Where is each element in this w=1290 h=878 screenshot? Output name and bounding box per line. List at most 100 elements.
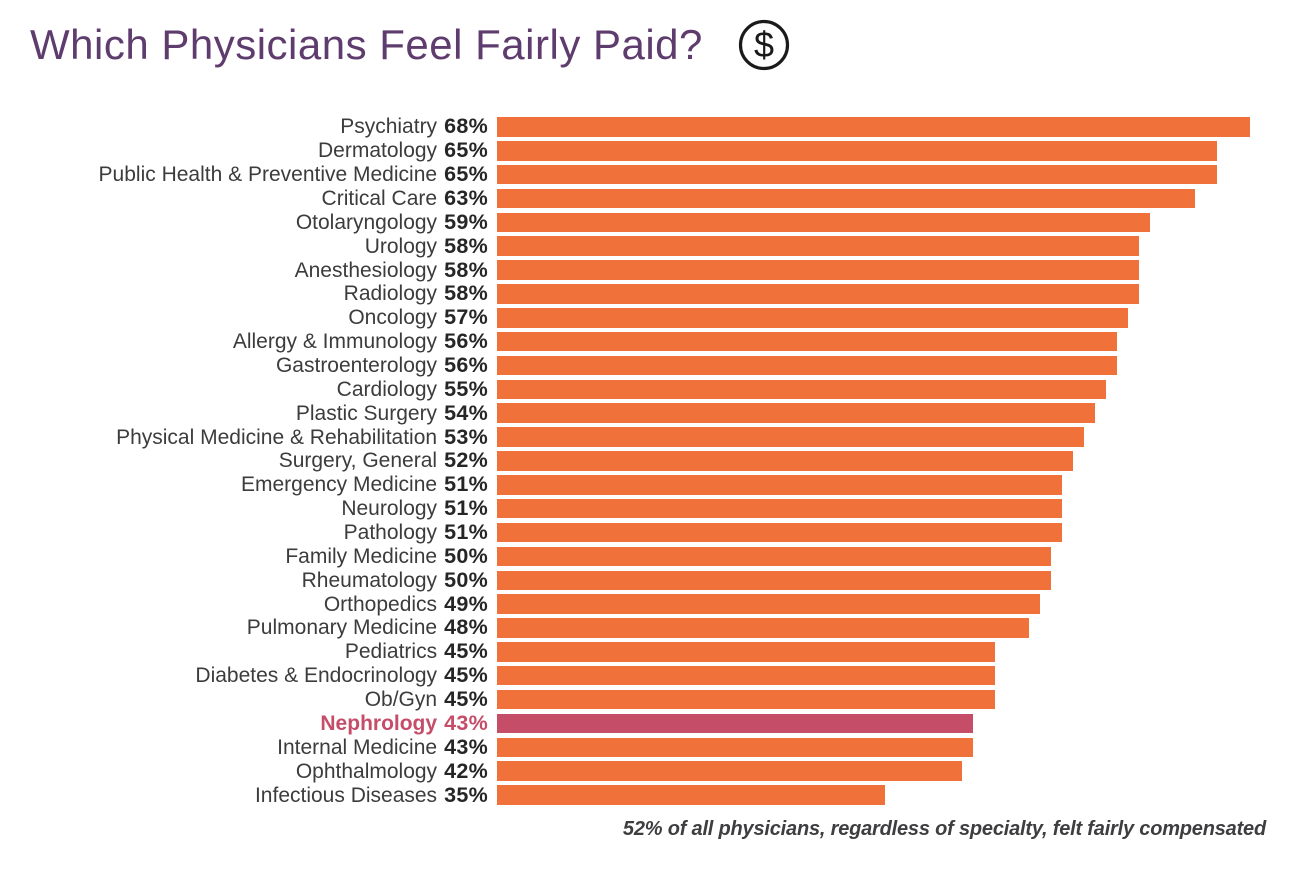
bar [497, 188, 1195, 209]
value-label: 35% [444, 782, 488, 807]
row-labels: Pathology 51% [0, 520, 488, 545]
bar-track [497, 665, 1250, 686]
bar-row: Cardiology 55% [0, 377, 1252, 401]
bar-row: Pathology 51% [0, 520, 1252, 545]
bar-track [497, 642, 1250, 662]
bar-row: Emergency Medicine 51% [0, 472, 1252, 497]
category-label: Internal Medicine [277, 735, 438, 759]
bar [497, 785, 885, 805]
category-label: Cardiology [336, 377, 438, 401]
bar [497, 427, 1084, 447]
bar [497, 498, 1062, 519]
bar-row: Orthopedics 49% [0, 592, 1252, 616]
bar-row: Surgery, General 52% [0, 448, 1252, 473]
bar-track [497, 188, 1250, 209]
bar-row: Neurology 51% [0, 496, 1252, 521]
bar-row: Radiology 58% [0, 281, 1252, 306]
row-labels: Emergency Medicine 51% [0, 472, 488, 497]
bar-row: Rheumatology 50% [0, 568, 1252, 592]
value-label: 45% [444, 639, 488, 664]
category-label: Emergency Medicine [240, 473, 438, 497]
bar-row: Gastroenterology 56% [0, 353, 1252, 378]
row-labels: Cardiology 55% [0, 377, 488, 402]
category-label: Urology [364, 234, 438, 258]
bar-track [497, 379, 1250, 400]
bar-track [497, 689, 1250, 710]
category-label: Oncology [348, 306, 438, 330]
bar [497, 475, 1062, 495]
bar-track [497, 618, 1250, 638]
category-label: Dermatology [318, 139, 438, 163]
chart-footnote: 52% of all physicians, regardless of spe… [622, 818, 1266, 840]
category-label: Otolaryngology [295, 210, 438, 234]
row-labels: Critical Care 63% [0, 186, 488, 211]
value-label: 51% [444, 472, 488, 497]
category-label: Ophthalmology [295, 759, 438, 783]
bar [497, 689, 996, 710]
row-labels: Infectious Diseases 35% [0, 783, 488, 808]
bar [497, 594, 1040, 614]
bar-track [497, 785, 1250, 805]
category-label: Orthopedics [323, 592, 438, 616]
value-label: 58% [444, 233, 488, 258]
category-label: Rheumatology [301, 568, 438, 592]
bar-highlight [497, 713, 974, 734]
value-label: 42% [444, 758, 488, 783]
bar-track [497, 260, 1250, 280]
category-label: Physical Medicine & Rehabilitation [116, 425, 438, 449]
category-label: Diabetes & Endocrinology [195, 664, 438, 688]
bar-row: Dermatology 65% [0, 138, 1252, 163]
category-label: Ob/Gyn [364, 688, 438, 712]
bar [497, 141, 1217, 161]
value-label: 65% [444, 138, 488, 163]
value-label: 54% [444, 400, 488, 425]
value-label: 45% [444, 663, 488, 688]
bar-row: Internal Medicine 43% [0, 735, 1252, 759]
category-label: Pediatrics [344, 640, 438, 664]
row-labels: Anesthesiology 58% [0, 258, 488, 283]
bar-track [497, 427, 1250, 447]
bar-row: Ophthalmology 42% [0, 759, 1252, 783]
bar [497, 546, 1051, 567]
bar-row: Public Health & Preventive Medicine 65% [0, 162, 1252, 187]
bar-row: Physical Medicine & Rehabilitation 53% [0, 425, 1252, 449]
bar-row: Plastic Surgery 54% [0, 401, 1252, 425]
category-label: Nephrology [320, 711, 438, 735]
category-label: Surgery, General [278, 449, 438, 473]
bar [497, 355, 1118, 376]
category-label: Family Medicine [285, 544, 438, 568]
value-label: 56% [444, 329, 488, 354]
bar [497, 642, 996, 662]
value-label: 55% [444, 376, 488, 401]
value-label: 63% [444, 186, 488, 211]
value-label: 52% [444, 448, 488, 473]
bar [497, 284, 1140, 304]
bar-track [497, 737, 1250, 758]
bar [497, 522, 1062, 543]
bar-track [497, 451, 1250, 471]
category-label: Radiology [343, 282, 438, 306]
bar-track [497, 713, 1250, 734]
bar-track [497, 403, 1250, 423]
category-label: Neurology [341, 497, 438, 521]
value-label: 56% [444, 353, 488, 378]
value-label: 53% [444, 424, 488, 449]
dollar-circle-icon: $ [737, 18, 791, 72]
bar-row: Anesthesiology 58% [0, 258, 1252, 282]
row-labels: Public Health & Preventive Medicine 65% [0, 162, 488, 187]
row-labels: Radiology 58% [0, 281, 488, 306]
bar-track [497, 331, 1250, 352]
bar-track [497, 284, 1250, 304]
bar [497, 761, 963, 781]
bar-row: Pediatrics 45% [0, 639, 1252, 664]
category-label: Critical Care [321, 187, 438, 211]
bar [497, 212, 1151, 233]
value-label: 59% [444, 209, 488, 234]
bar-row: Diabetes & Endocrinology 45% [0, 663, 1252, 688]
row-labels: Gastroenterology 56% [0, 353, 488, 378]
row-labels: Family Medicine 50% [0, 544, 488, 569]
row-labels: Psychiatry 68% [0, 114, 488, 139]
bar [497, 164, 1217, 185]
bar [497, 308, 1129, 328]
bar-track [497, 308, 1250, 328]
